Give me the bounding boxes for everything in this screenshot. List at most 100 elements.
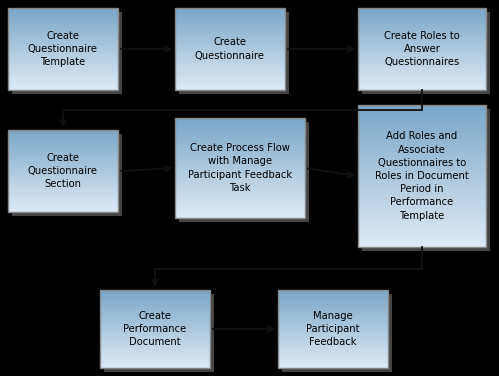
Bar <box>8 68 118 71</box>
Bar <box>358 110 486 115</box>
Bar <box>175 215 305 218</box>
Bar <box>358 124 486 129</box>
Bar <box>278 316 388 319</box>
Bar <box>8 163 118 166</box>
Bar <box>100 352 210 355</box>
Bar <box>358 44 486 47</box>
Bar <box>100 340 210 343</box>
Bar <box>100 308 210 311</box>
Bar <box>175 65 285 69</box>
Bar <box>358 35 486 39</box>
Bar <box>358 22 486 25</box>
Bar <box>100 334 210 337</box>
Bar <box>358 79 486 82</box>
Bar <box>175 158 305 162</box>
Bar <box>175 201 305 205</box>
Bar <box>8 16 118 20</box>
Bar <box>8 55 118 58</box>
Bar <box>8 198 118 202</box>
Bar <box>100 326 210 329</box>
Bar <box>175 44 285 47</box>
Bar <box>175 211 305 215</box>
Bar <box>175 118 305 122</box>
Bar <box>100 329 210 332</box>
Bar <box>100 350 210 353</box>
Bar <box>8 8 118 90</box>
Bar <box>100 316 210 319</box>
Bar <box>8 185 118 188</box>
Bar <box>358 30 486 33</box>
Bar <box>358 19 486 22</box>
Bar <box>175 161 305 165</box>
Bar <box>358 176 486 181</box>
Bar <box>8 130 118 133</box>
Bar <box>358 167 486 172</box>
Bar <box>358 238 486 243</box>
Bar <box>100 300 210 303</box>
Bar <box>358 114 486 120</box>
Bar <box>175 128 305 132</box>
Bar <box>358 55 486 58</box>
Bar <box>175 168 305 172</box>
Text: Add Roles and
Associate
Questionnaires to
Roles in Document
Period in
Performanc: Add Roles and Associate Questionnaires t… <box>375 131 469 221</box>
Bar <box>8 201 118 204</box>
Bar <box>358 52 486 55</box>
Bar <box>8 187 118 191</box>
Bar <box>278 347 388 350</box>
Bar <box>100 318 210 322</box>
Bar <box>179 12 289 94</box>
Bar <box>278 334 388 337</box>
Bar <box>358 24 486 27</box>
Bar <box>278 350 388 353</box>
Bar <box>175 11 285 14</box>
Bar <box>8 206 118 210</box>
Bar <box>358 185 486 191</box>
Bar <box>175 24 285 27</box>
Bar <box>8 24 118 27</box>
Bar <box>175 175 305 179</box>
Bar <box>358 8 486 11</box>
Bar <box>8 19 118 22</box>
Bar <box>8 41 118 44</box>
Bar <box>175 121 305 125</box>
Bar <box>175 138 305 142</box>
Bar <box>175 171 305 175</box>
Bar <box>100 298 210 301</box>
Bar <box>8 11 118 14</box>
Bar <box>175 19 285 22</box>
Bar <box>8 135 118 139</box>
Bar <box>278 324 388 327</box>
Bar <box>278 303 388 306</box>
Bar <box>175 85 285 88</box>
Bar <box>358 105 486 110</box>
Bar <box>175 49 285 52</box>
Bar <box>358 46 486 50</box>
Bar <box>175 38 285 41</box>
Bar <box>358 71 486 74</box>
Bar <box>278 311 388 314</box>
Text: Create Process Flow
with Manage
Participant Feedback
Task: Create Process Flow with Manage Particip… <box>188 143 292 193</box>
Bar <box>358 209 486 214</box>
Bar <box>100 290 210 293</box>
Bar <box>278 298 388 301</box>
Bar <box>104 294 214 372</box>
Bar <box>8 49 118 52</box>
Bar <box>8 79 118 82</box>
Bar <box>358 76 486 80</box>
Bar <box>175 188 305 192</box>
Bar <box>175 118 305 218</box>
Bar <box>8 133 118 136</box>
Bar <box>278 326 388 329</box>
Bar <box>175 151 305 155</box>
Bar <box>358 57 486 61</box>
Bar <box>8 85 118 88</box>
Text: Create
Questionnaire
Section: Create Questionnaire Section <box>28 153 98 189</box>
Bar <box>12 134 122 216</box>
Bar <box>278 318 388 322</box>
Bar <box>358 143 486 148</box>
Bar <box>8 27 118 30</box>
Bar <box>175 195 305 199</box>
Bar <box>100 290 210 368</box>
Bar <box>8 179 118 182</box>
Bar <box>8 57 118 61</box>
